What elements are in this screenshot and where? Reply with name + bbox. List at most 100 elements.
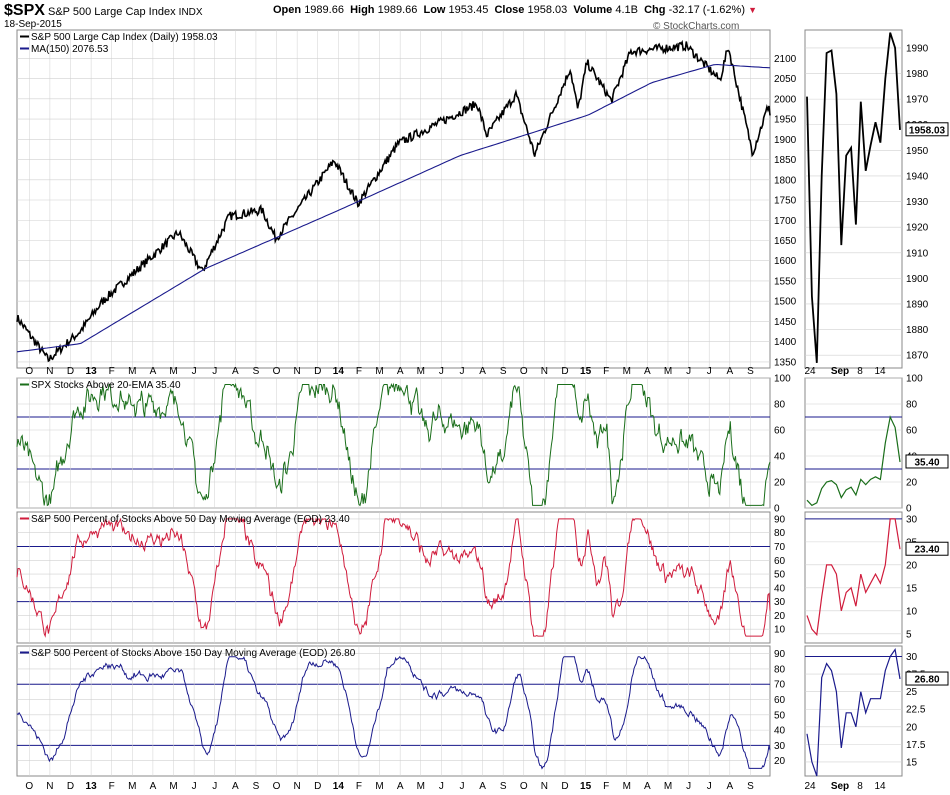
x-tick-label: M: [169, 366, 177, 377]
zoom-y-tick-label: 30: [906, 514, 918, 525]
y-tick-label: 60: [774, 426, 786, 437]
y-tick-label: 90: [774, 649, 786, 660]
x-tick-label: M: [128, 366, 136, 377]
y-tick-label: 1900: [774, 135, 797, 146]
x-tick-label: A: [232, 366, 239, 377]
high-value: 1989.66: [377, 4, 418, 16]
y-tick-label: 10: [774, 625, 786, 636]
x-tick-label: N: [46, 781, 53, 792]
y-tick-label: 1350: [774, 357, 797, 368]
y-tick-label: 60: [774, 556, 786, 567]
brand-label: © StockCharts.com: [653, 21, 740, 32]
x-tick-label: A: [726, 781, 733, 792]
x-tick-label: J: [686, 366, 691, 377]
y-tick-label: 30: [774, 597, 786, 608]
x-tick-label: S: [747, 366, 754, 377]
ema20-panel-line: [16, 382, 771, 507]
zoom-x-tick-label: 24: [804, 781, 816, 792]
x-tick-label: M: [417, 366, 425, 377]
y-tick-label: 1600: [774, 256, 797, 267]
zoom-y-tick-label: 1990: [906, 43, 929, 54]
x-tick-label: J: [439, 781, 444, 792]
zoom-panel-frame: [804, 377, 903, 509]
zoom-y-tick-label: 100: [906, 374, 923, 385]
y-tick-label: 1650: [774, 236, 797, 247]
y-tick-label: 1750: [774, 196, 797, 207]
x-tick-label: F: [356, 781, 362, 792]
x-tick-label: D: [67, 366, 74, 377]
zoom-y-tick-label: 1970: [906, 95, 929, 106]
x-tick-label: N: [541, 781, 548, 792]
zoom-y-tick-label: 22.5: [906, 705, 926, 716]
y-tick-label: 0: [774, 504, 780, 515]
chg-label: Chg: [644, 4, 666, 16]
symbol: $SPX: [4, 2, 45, 19]
zoom-y-tick-label: 1950: [906, 146, 929, 157]
x-tick-label: N: [294, 781, 301, 792]
y-tick-label: 1950: [774, 115, 797, 126]
x-tick-label: J: [212, 366, 217, 377]
y-tick-label: 80: [774, 528, 786, 539]
x-tick-label: M: [417, 781, 425, 792]
x-tick-label: O: [520, 781, 528, 792]
zoom-panel-frame: [804, 511, 903, 644]
x-tick-label: S: [747, 781, 754, 792]
x-tick-label: J: [707, 366, 712, 377]
zoom-y-tick-label: 1940: [906, 171, 929, 182]
y-tick-label: 2000: [774, 94, 797, 105]
high-label: High: [350, 4, 375, 16]
volume-value: 4.1B: [615, 4, 638, 16]
x-tick-label: M: [375, 366, 383, 377]
ohlc-summary: Open 1989.66 High 1989.66 Low 1953.45 Cl…: [273, 4, 757, 16]
zoom-x-tick-label: 14: [874, 781, 886, 792]
chart-header: $SPX S&P 500 Large Cap Index INDX: [4, 2, 203, 20]
low-value: 1953.45: [448, 4, 489, 16]
y-tick-label: 1500: [774, 297, 797, 308]
zoom-p150-line: [806, 647, 901, 777]
x-tick-label: O: [273, 781, 281, 792]
ema20-last-value: 35.40: [914, 457, 939, 468]
y-tick-label: 1800: [774, 175, 797, 186]
x-tick-label: M: [623, 781, 631, 792]
zoom-y-tick-label: 0: [906, 504, 912, 515]
y-tick-label: 70: [774, 680, 786, 691]
x-tick-label: J: [192, 366, 197, 377]
y-tick-label: 100: [774, 374, 791, 385]
open-value: 1989.66: [304, 4, 344, 16]
x-tick-label: 15: [580, 781, 592, 792]
p150-last-value: 26.80: [914, 675, 939, 686]
x-tick-label: S: [500, 781, 507, 792]
x-tick-label: M: [375, 781, 383, 792]
x-tick-label: A: [397, 781, 404, 792]
zoom-x-tick-label: 8: [857, 781, 863, 792]
x-tick-label: O: [25, 781, 33, 792]
x-tick-label: M: [664, 366, 672, 377]
x-tick-label: A: [150, 781, 157, 792]
zoom-y-tick-label: 20: [906, 560, 918, 571]
zoom-y-tick-label: 80: [906, 400, 918, 411]
p50-last-value-box: [905, 541, 949, 556]
x-tick-label: N: [46, 366, 53, 377]
zoom-y-tick-label: 1900: [906, 274, 929, 285]
zoom-x-tick-label: Sep: [831, 366, 849, 377]
y-tick-label: 90: [774, 514, 786, 525]
zoom-x-tick-label: 24: [804, 366, 816, 377]
close-value: 1958.03: [527, 4, 568, 16]
x-tick-label: J: [686, 781, 691, 792]
y-tick-label: 60: [774, 695, 786, 706]
x-tick-label: S: [253, 366, 260, 377]
ema20-legend: SPX Stocks Above 20-EMA 35.40: [31, 380, 181, 391]
zoom-y-tick-label: 1890: [906, 299, 929, 310]
zoom-panel-frame: [804, 29, 903, 369]
x-tick-label: J: [212, 781, 217, 792]
y-tick-label: 2050: [774, 74, 797, 85]
x-tick-label: F: [603, 366, 609, 377]
zoom-y-tick-label: 15: [906, 583, 918, 594]
x-tick-label: A: [479, 781, 486, 792]
y-tick-label: 1850: [774, 155, 797, 166]
panel-frame: [16, 29, 771, 369]
zoom-y-tick-label: 30: [906, 652, 918, 663]
x-tick-label: D: [314, 781, 321, 792]
open-label: Open: [273, 4, 302, 16]
